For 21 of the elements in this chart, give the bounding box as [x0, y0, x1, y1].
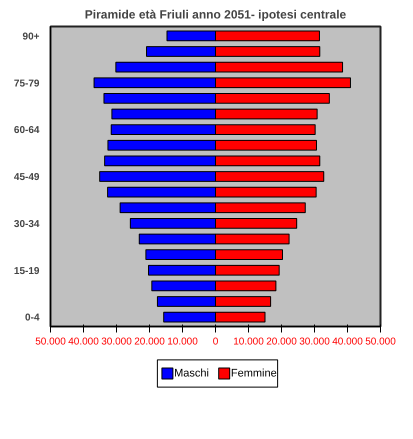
x-tick-label: 10.000 — [233, 336, 264, 348]
y-tick-label: 75-79 — [14, 78, 40, 90]
y-tick-label: 15-19 — [14, 266, 40, 277]
chart-title: Piramide età Friuli anno 2051- ipotesi centrale — [84, 8, 347, 22]
x-tick-label: 30.000 — [299, 336, 330, 348]
x-tick-label: 40.000 — [68, 336, 100, 348]
x-tick-label: 20.000 — [134, 336, 166, 348]
y-tick-label: 45-49 — [14, 172, 40, 183]
legend-label: Femmine — [230, 368, 277, 380]
y-tick-label: 0-4 — [25, 312, 40, 324]
y-tick-label: 30-34 — [14, 218, 40, 230]
x-tick-label: 50.000 — [365, 336, 396, 348]
x-tick-label: 40.000 — [332, 336, 364, 348]
x-tick-label: 0 — [212, 336, 219, 348]
x-tick-label: 20.000 — [266, 336, 298, 348]
legend-label: Maschi — [174, 368, 209, 380]
x-tick-label: 10.000 — [167, 336, 198, 348]
x-tick-label: 30.000 — [101, 336, 132, 348]
x-tick-label: 50.000 — [35, 336, 66, 348]
y-tick-label: 60-64 — [14, 125, 40, 136]
y-tick-label: 90+ — [22, 31, 40, 42]
